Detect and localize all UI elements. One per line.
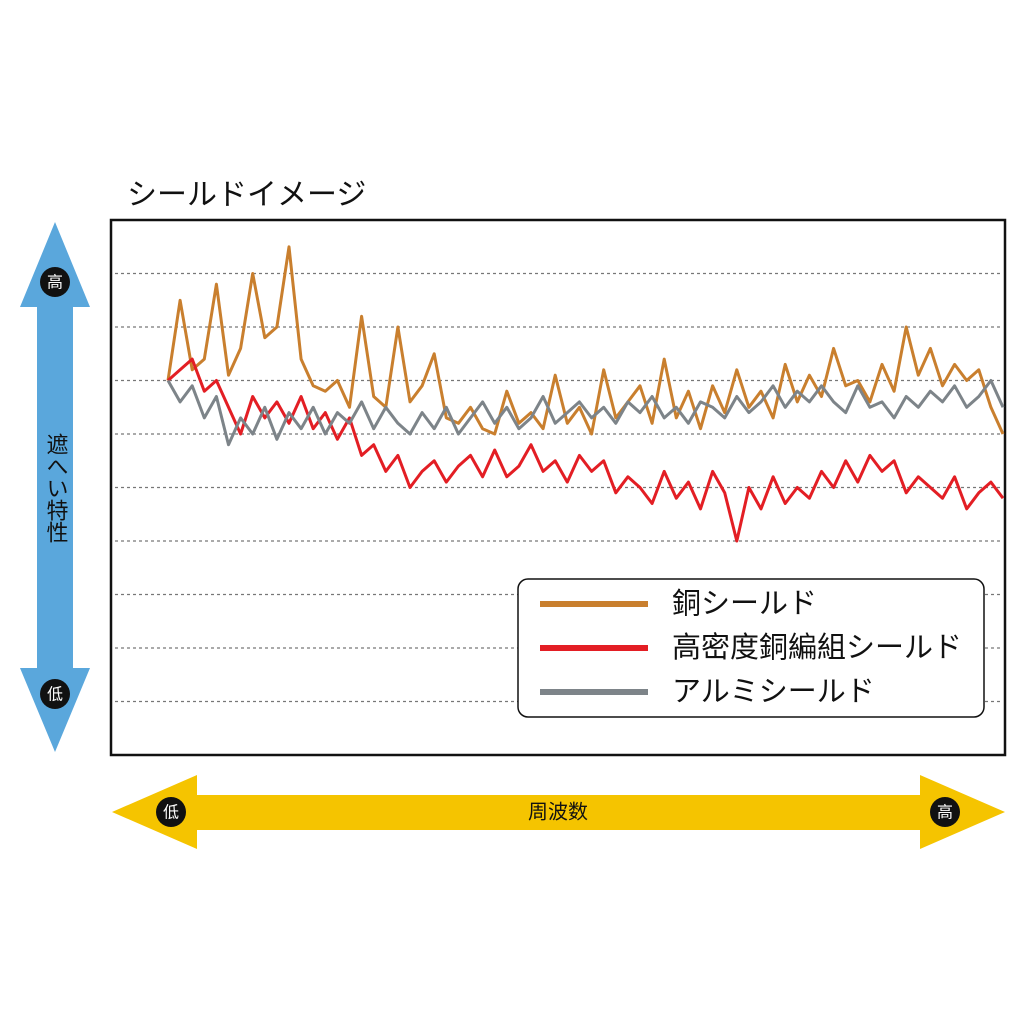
series-line — [166, 245, 1005, 436]
y-low-badge — [40, 679, 70, 709]
y-low-label: 低 — [47, 685, 63, 704]
x-high-badge — [930, 797, 960, 827]
x-axis-arrow — [112, 775, 1005, 849]
series-line — [167, 357, 1005, 543]
legend-label: アルミシールド — [672, 674, 875, 708]
y-high-badge — [40, 267, 70, 297]
x-low-badge — [156, 797, 186, 827]
x-high-label: 高 — [937, 803, 953, 822]
series-line — [166, 379, 1005, 447]
y-high-label: 高 — [47, 273, 63, 292]
chart-title: シールドイメージ — [127, 178, 366, 213]
plot-frame — [109, 218, 1007, 757]
x-axis-label: 周波数 — [528, 800, 588, 824]
legend-label: 銅シールド — [672, 586, 817, 620]
y-axis-arrow — [20, 222, 90, 752]
x-low-label: 低 — [163, 803, 179, 822]
y-axis-label: 遮へい特性 — [43, 433, 69, 543]
legend-box — [517, 578, 985, 718]
legend-label: 高密度銅編組シールド — [672, 630, 962, 664]
